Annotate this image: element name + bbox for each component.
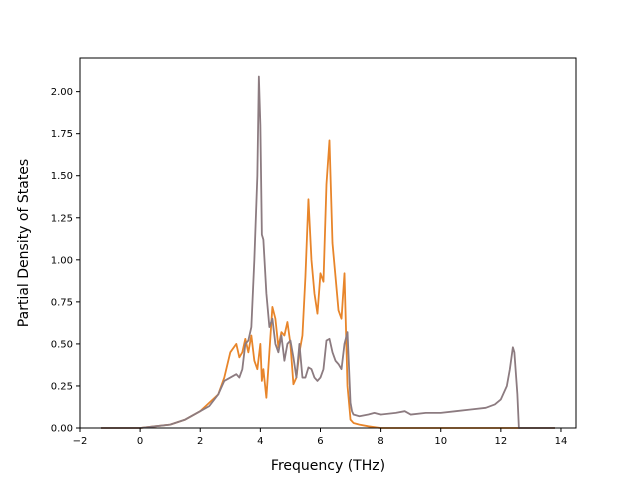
x-tick-label: 0 [137, 436, 143, 447]
y-tick-label: 0.75 [51, 297, 73, 308]
y-tick-label: 1.00 [51, 255, 73, 266]
x-tick-label: 14 [555, 436, 568, 447]
y-tick-label: 0.25 [51, 381, 73, 392]
x-tick-label: 2 [197, 436, 203, 447]
x-tick-label: 12 [494, 436, 507, 447]
y-axis-label: Partial Density of States [16, 159, 32, 327]
series-layer [101, 75, 555, 429]
x-tick-label: 4 [257, 436, 263, 447]
series-line-2 [101, 75, 555, 429]
y-tick-label: 0.50 [51, 339, 73, 350]
y-tick-label: 2.00 [51, 87, 73, 98]
y-tick-label: 1.25 [51, 213, 73, 224]
plot-frame [79, 57, 577, 429]
x-tick-label: 6 [317, 436, 323, 447]
x-tick-label: 10 [434, 436, 447, 447]
y-tick-label: 1.75 [51, 129, 73, 140]
x-tick-label: −2 [73, 436, 88, 447]
y-tick-label: 1.50 [51, 171, 73, 182]
x-ticks: −2 0 2 4 6 8 10 12 14 [73, 428, 568, 447]
y-tick-label: 0.00 [51, 424, 73, 435]
x-tick-label: 8 [377, 436, 383, 447]
x-axis-label: Frequency (THz) [271, 458, 385, 474]
y-ticks: 0.00 0.25 0.50 0.75 1.00 1.25 1.50 1.75 2.00 [51, 87, 80, 435]
